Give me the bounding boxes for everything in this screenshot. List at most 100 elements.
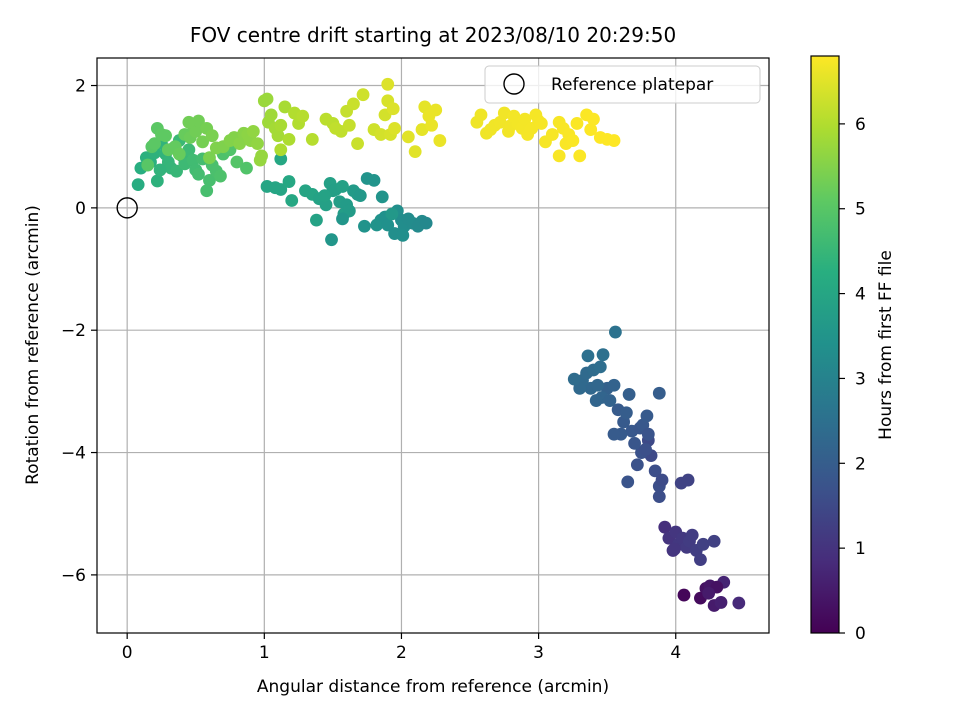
legend-box [484, 65, 761, 104]
data-point [203, 173, 216, 187]
y-tick-label: −2 [61, 321, 86, 341]
data-point [707, 534, 721, 548]
data-points [131, 77, 746, 612]
data-point [570, 117, 584, 130]
legend: Reference platepar [484, 65, 761, 104]
colorbar-tick-label: 5 [855, 200, 866, 220]
data-point [214, 169, 227, 183]
data-point [396, 228, 410, 242]
data-point [677, 588, 691, 602]
data-point [419, 216, 433, 230]
data-point [628, 436, 641, 450]
data-point [131, 178, 145, 192]
data-point [153, 163, 167, 177]
data-point [264, 108, 278, 122]
data-point [652, 386, 666, 400]
data-point [347, 97, 360, 111]
data-point [641, 427, 655, 441]
data-point [367, 173, 381, 187]
data-point [278, 100, 292, 114]
data-point [587, 112, 600, 126]
data-point [192, 167, 205, 181]
data-point [200, 184, 214, 198]
data-point [589, 394, 603, 407]
data-point [415, 123, 429, 136]
data-point [205, 129, 219, 143]
data-point [433, 134, 447, 147]
y-tick-label: −4 [61, 444, 86, 464]
colorbar-tick-label: 3 [855, 369, 866, 389]
data-point [696, 537, 710, 551]
data-point [552, 149, 566, 163]
data-point [274, 183, 288, 196]
data-point [260, 92, 274, 106]
data-point [621, 475, 635, 489]
chart-title: FOV centre drift starting at 2023/08/10 … [190, 23, 676, 47]
data-point [274, 143, 288, 157]
y-tick-label: 2 [75, 77, 86, 97]
data-point [648, 464, 662, 478]
data-point [240, 161, 253, 175]
data-point [186, 153, 200, 167]
colorbar-title: Hours from first FF file [876, 250, 896, 440]
colorbar-gradient [810, 55, 840, 634]
data-point [658, 520, 672, 534]
data-point [192, 114, 205, 128]
data-point [310, 213, 323, 227]
data-point [230, 155, 244, 169]
data-point [566, 134, 580, 147]
data-point [274, 152, 288, 166]
reference-marker [116, 197, 138, 219]
reference-point [116, 197, 138, 219]
data-point [702, 586, 716, 600]
data-point [285, 194, 299, 207]
data-point [573, 149, 587, 163]
data-point [732, 596, 746, 610]
colorbar-tick-label: 4 [855, 285, 866, 305]
data-point [714, 596, 728, 609]
data-point [619, 406, 633, 420]
data-point [567, 372, 581, 386]
data-point [356, 88, 370, 102]
x-axis-title: Angular distance from reference (arcmin) [257, 677, 609, 697]
data-point [694, 553, 707, 566]
data-point [655, 473, 669, 487]
data-point [581, 349, 595, 363]
data-point [318, 189, 332, 203]
x-tick-label: 0 [122, 643, 133, 663]
data-point [609, 325, 622, 339]
data-point [685, 528, 699, 542]
data-point [591, 378, 604, 392]
data-point [182, 143, 196, 157]
y-axis-title: Rotation from reference (arcmin) [23, 205, 43, 485]
data-point [182, 115, 196, 129]
data-point [336, 212, 349, 226]
data-point [518, 112, 532, 126]
plot-frame [96, 57, 770, 634]
data-point [593, 360, 607, 374]
data-point [545, 128, 559, 141]
data-point [148, 137, 162, 151]
data-point [375, 190, 389, 204]
x-tick-label: 4 [670, 643, 681, 663]
data-point [497, 106, 511, 120]
data-point [189, 125, 203, 138]
data-point [607, 378, 621, 392]
data-point [196, 135, 210, 149]
data-point [325, 233, 338, 247]
data-point [596, 348, 610, 362]
data-point [353, 189, 367, 203]
data-point [388, 121, 401, 135]
legend-label: Reference platepar [551, 75, 713, 95]
data-point [358, 219, 371, 233]
y-tick-label: 0 [75, 199, 86, 219]
x-axis-ticks: 0 1 2 3 4 [122, 633, 681, 663]
colorbar-tick-label: 1 [855, 539, 866, 559]
colorbar-ticks: 0 1 2 3 4 5 6 [839, 115, 866, 644]
data-point [251, 137, 264, 151]
x-tick-label: 1 [259, 643, 270, 663]
data-point [253, 153, 267, 167]
data-point [534, 117, 548, 130]
y-tick-label: −6 [61, 566, 86, 586]
